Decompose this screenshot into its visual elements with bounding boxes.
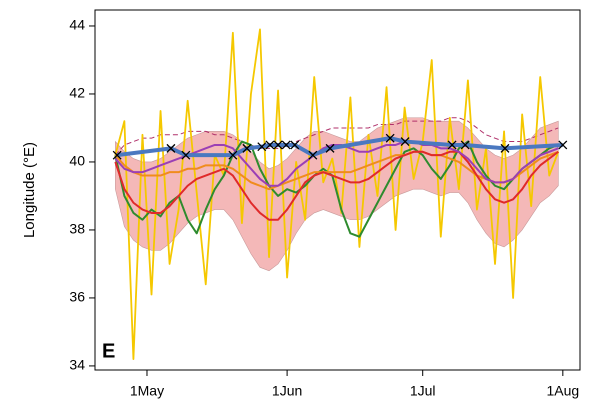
marker (558, 140, 568, 150)
x-tick-label: 1Jun (272, 383, 302, 399)
x-tick-label: 1Aug (546, 383, 579, 399)
marker (400, 137, 410, 147)
marker (460, 140, 470, 150)
panel-label: E (102, 340, 115, 362)
y-tick-label: 40 (69, 153, 85, 169)
series-line (116, 136, 563, 158)
x-tick-label: 1May (130, 383, 164, 399)
marker (273, 140, 283, 150)
series-line (114, 140, 559, 238)
marker (112, 150, 122, 160)
marker (447, 140, 457, 150)
marker (228, 150, 238, 160)
marker (325, 143, 335, 153)
marker (242, 143, 252, 153)
y-tick-label: 44 (69, 17, 85, 33)
series-line (114, 150, 559, 221)
series-line (114, 117, 559, 156)
marker (166, 143, 176, 153)
marker (385, 133, 395, 143)
y-tick-label: 38 (69, 221, 85, 237)
plot-frame (94, 9, 581, 371)
marker (500, 143, 510, 153)
y-tick-label: 34 (69, 357, 85, 373)
marker (181, 150, 191, 160)
y-tick-label: 36 (69, 289, 85, 305)
series-line (114, 28, 560, 361)
marker (290, 140, 300, 150)
marker (265, 140, 275, 150)
plot-area (112, 28, 568, 361)
marker (257, 142, 267, 152)
x-tick-label: 1Jul (410, 383, 436, 399)
marker (281, 140, 291, 150)
marker (308, 150, 318, 160)
y-axis-label: Longitude (°E) (21, 142, 38, 238)
y-tick-label: 42 (69, 85, 85, 101)
